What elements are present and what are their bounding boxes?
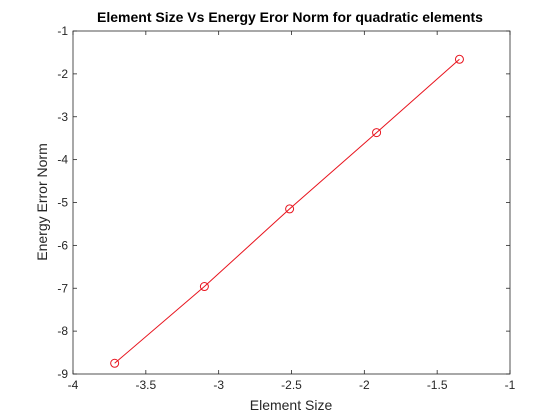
plot-area bbox=[72, 30, 511, 375]
y-axis-label: Energy Error Norm bbox=[34, 143, 50, 260]
y-axis: -9 -8 -7 -6 -5 -4 -3 -2 -1 bbox=[57, 24, 510, 381]
x-tick-label: -4 bbox=[68, 378, 79, 392]
y-tick-label: -3 bbox=[57, 110, 68, 124]
data-point bbox=[110, 358, 120, 368]
y-tick-label: -8 bbox=[57, 324, 68, 338]
data-point bbox=[372, 128, 382, 138]
y-tick-label: -6 bbox=[57, 238, 68, 252]
y-tick-label: -1 bbox=[57, 24, 68, 38]
data-point bbox=[285, 204, 295, 214]
x-axis-label: Element Size bbox=[250, 397, 333, 413]
y-tick-label: -9 bbox=[57, 367, 68, 381]
x-tick-label: -2.5 bbox=[281, 378, 302, 392]
data-point bbox=[199, 282, 209, 292]
y-tick-label: -4 bbox=[57, 153, 68, 167]
x-axis: -4 -3.5 -3 -2.5 -2 -1.5 -1 bbox=[68, 31, 516, 392]
x-tick-label: -2 bbox=[359, 378, 370, 392]
x-tick-label: -1 bbox=[505, 378, 516, 392]
data-point bbox=[454, 54, 464, 64]
y-tick-label: -7 bbox=[57, 281, 68, 295]
series-line bbox=[114, 58, 460, 364]
chart-title: Element Size Vs Energy Eror Norm for qua… bbox=[97, 9, 483, 25]
x-tick-label: -3 bbox=[213, 378, 224, 392]
x-tick-label: -1.5 bbox=[427, 378, 448, 392]
x-tick-label: -3.5 bbox=[135, 378, 156, 392]
y-tick-label: -2 bbox=[57, 67, 68, 81]
series-layer bbox=[110, 54, 464, 368]
y-tick-label: -5 bbox=[57, 196, 68, 210]
